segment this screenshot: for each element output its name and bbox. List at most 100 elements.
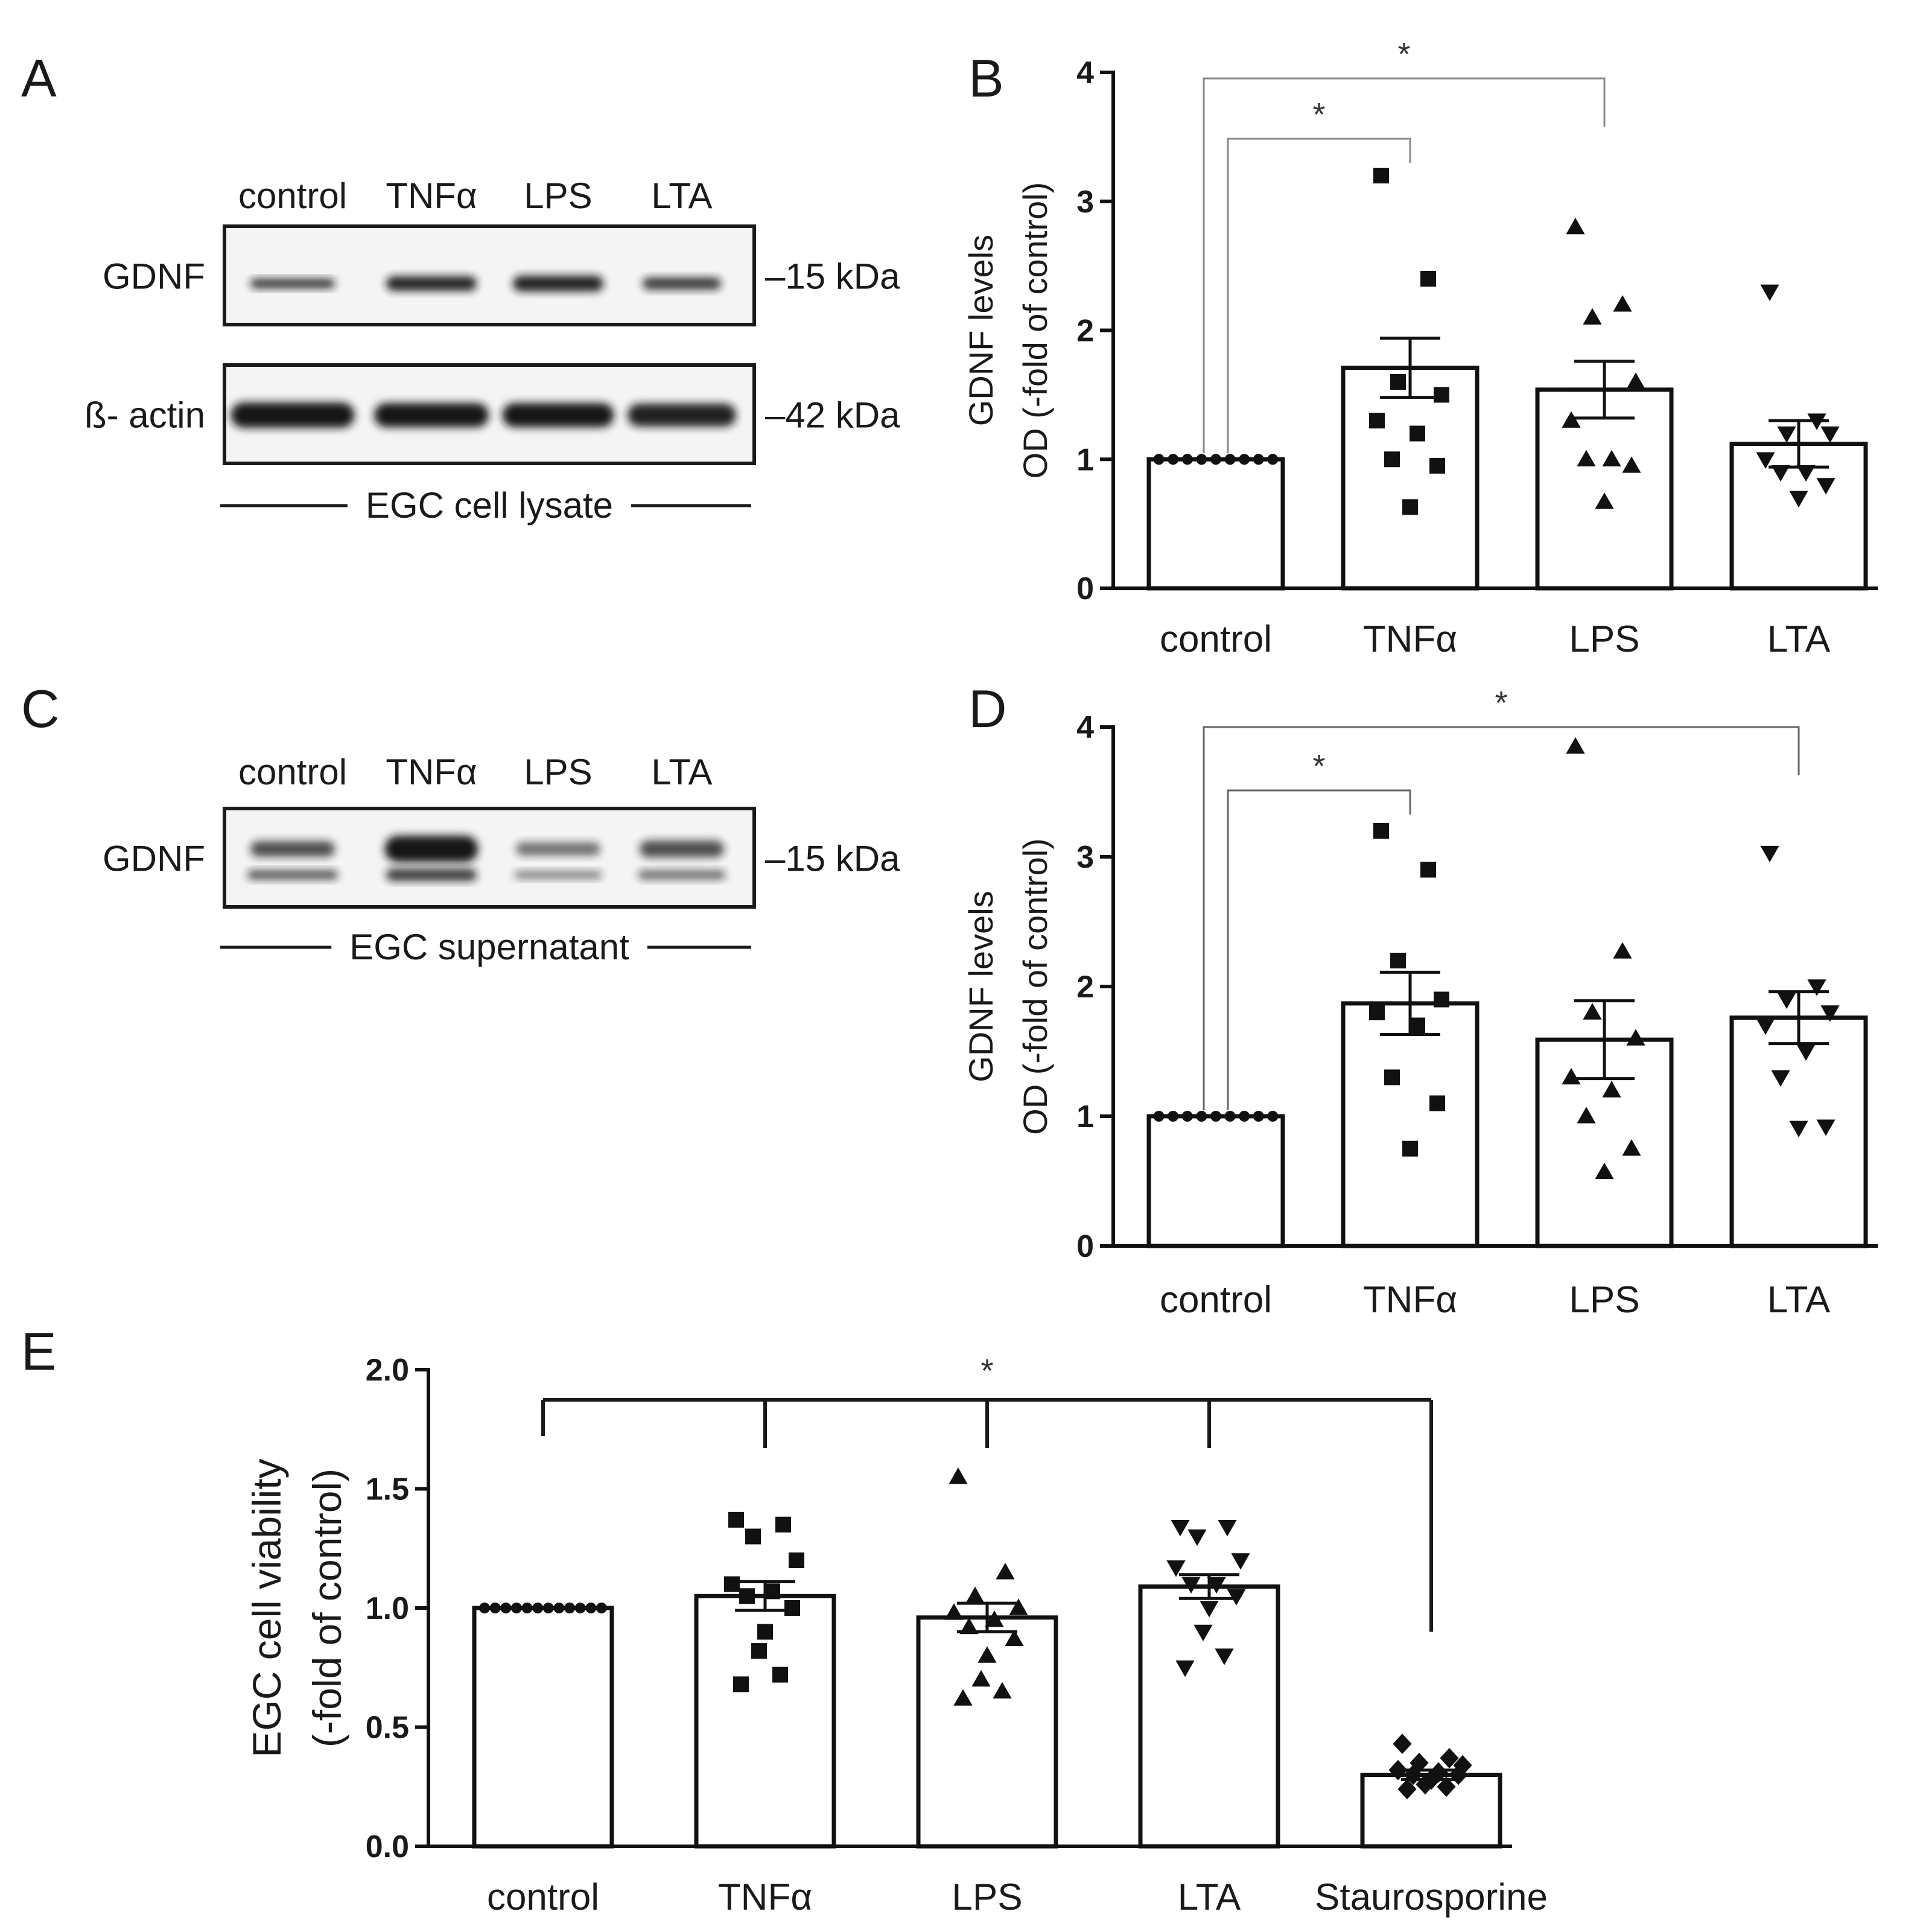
data-point [532,1603,544,1613]
data-point [1227,1589,1246,1606]
bar-tnf- [1341,1001,1480,1248]
data-point [1583,1003,1602,1020]
y-tick-label: 4 [1076,56,1094,91]
data-point [959,1618,979,1635]
x-category-label: TNFα [718,1876,812,1918]
data-point [1005,1629,1024,1647]
y-tick-label: 4 [1076,710,1094,745]
data-point [1402,1140,1418,1157]
data-point [996,1563,1015,1580]
data-point [1384,1069,1400,1085]
data-point [1626,372,1645,389]
x-category-label: LTA [1767,1279,1831,1321]
panel-letter-b: B [968,48,1004,108]
lane-label: TNFα [386,176,477,216]
data-point [1434,991,1449,1008]
western-blot-a: control TNFα LPS LTA GDNF –15 kDa ß- actin –42 … [84,176,900,526]
data-point [553,1603,565,1613]
data-point [1777,426,1796,443]
data-point [728,1511,744,1528]
blot-row-label: GDNF [103,839,205,879]
data-point [1595,1162,1614,1180]
data-point [1402,499,1418,515]
data-point [1449,1764,1468,1785]
data-point [1384,451,1400,468]
data-point [1403,1764,1423,1785]
lane-label: LPS [524,176,592,216]
blot-band [643,278,721,290]
x-category-label: LPS [1569,1279,1639,1321]
bar-tnf- [1341,365,1480,591]
data-point [949,1467,968,1484]
data-point [1388,1759,1408,1781]
data-point [784,1600,800,1616]
data-point [1166,1560,1186,1577]
data-point [772,1667,788,1683]
data-point [1410,1017,1425,1034]
data-point [521,1603,533,1613]
data-point [1760,284,1779,301]
y-tick-label: 2 [1076,314,1094,349]
y-axis-label: GDNF levels [962,891,1000,1082]
data-point [1410,425,1425,442]
blot-band [502,403,614,427]
data-point [479,1603,491,1613]
y-tick-label: 0 [1076,1229,1094,1264]
blot-band [250,279,335,288]
data-point [489,1603,501,1613]
data-point [1429,457,1445,474]
x-category-label: Staurosporine [1315,1876,1548,1918]
data-point [1583,308,1602,325]
y-axis-label: EGC cell viability [244,1458,289,1757]
significance-bracket [1203,77,1606,454]
blot-band [230,402,355,428]
data-point [1771,1070,1790,1087]
data-point [1756,452,1775,469]
blot-membrane [223,224,756,326]
x-category-label: LPS [952,1876,1022,1918]
data-point [764,1583,780,1600]
data-point [542,1603,554,1613]
data-point [1816,1119,1836,1136]
data-point [1210,454,1221,465]
data-point [1390,953,1406,968]
significance-bracket [1203,726,1800,1110]
molecular-weight-marker: –42 kDa [765,395,900,436]
blot-band [384,836,478,862]
data-point [1429,1095,1445,1111]
data-point [1796,465,1816,482]
data-point [1153,454,1165,465]
significance-star: * [1312,97,1325,133]
data-point [1789,491,1808,507]
blot-band [628,404,736,427]
blot-band [513,276,603,291]
y-axis-label: GDNF levels [962,235,1000,426]
blot-band [247,870,338,880]
lane-label: LTA [651,752,712,792]
data-point [1181,1111,1193,1122]
x-category-label: LTA [1767,618,1831,660]
y-tick-label: 1 [1076,442,1094,477]
data-point [1626,1029,1645,1046]
data-point [739,1588,755,1604]
data-point [585,1603,597,1613]
blot-band [250,841,335,857]
data-point [1756,1018,1775,1035]
data-point [1168,454,1179,465]
data-point [500,1603,512,1613]
data-point [1602,1081,1621,1098]
data-point [1613,942,1632,959]
blot-band [386,276,477,291]
chart-e: 0.0 0.5 1.0 1.5 2.0 EGC cell viability (-fold … [244,1353,1548,1918]
lane-label: control [238,752,347,792]
y-tick-label: 1.5 [366,1472,409,1507]
data-point [1215,1648,1234,1665]
molecular-weight-marker: –15 kDa [765,839,900,879]
lane-label: control [238,176,347,216]
data-point [1171,1520,1190,1537]
x-category-label: control [1160,618,1272,660]
data-point [1777,992,1796,1009]
data-point [1009,1598,1028,1615]
x-category-label: control [487,1876,599,1918]
y-tick-label: 1.0 [366,1591,409,1626]
